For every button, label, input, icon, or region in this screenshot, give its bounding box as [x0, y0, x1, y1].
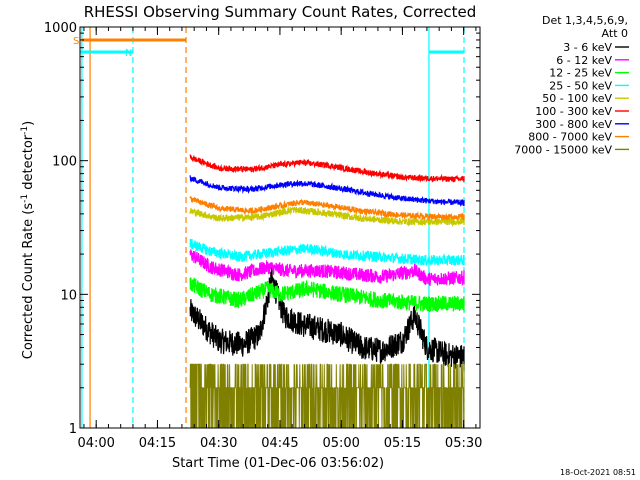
y-axis-label-main: Corrected Count Rate (s: [21, 203, 36, 360]
legend-label: 12 - 25 keV: [549, 67, 612, 80]
y-axis-label-mid: detector: [21, 134, 36, 194]
x-tick-label: 05:15: [384, 436, 421, 451]
x-tick-label: 05:30: [445, 436, 482, 451]
y-tick-label: 10: [60, 288, 77, 303]
x-tick-label: 05:00: [322, 436, 359, 451]
x-tick-label: 04:30: [200, 436, 237, 451]
chart-title: RHESSI Observing Summary Count Rates, Co…: [84, 3, 477, 21]
legend-label: 50 - 100 keV: [542, 92, 612, 105]
x-axis: 04:00 04:15 04:30 04:45 05:00 05:15 05:30: [77, 27, 482, 451]
x-tick-label: 04:45: [261, 436, 298, 451]
y-tick-label: 1000: [44, 21, 77, 36]
series-line: [189, 196, 465, 222]
series-line: [189, 249, 465, 287]
series-layer: [189, 154, 465, 429]
flag-label: S: [73, 36, 79, 47]
legend-header-1: Det 1,3,4,5,6,9,: [542, 14, 628, 27]
series-line: [189, 238, 465, 267]
legend-label: 25 - 50 keV: [549, 79, 612, 92]
legend-label: 100 - 300 keV: [535, 105, 612, 118]
y-tick-label: 1: [69, 422, 77, 437]
x-axis-label: Start Time (01-Dec-06 03:56:02): [172, 456, 384, 471]
y-axis: 1 10 100 1000: [44, 21, 480, 437]
legend-label: 6 - 12 keV: [556, 54, 612, 67]
legend-label: 800 - 7000 keV: [528, 131, 612, 144]
series-line: [189, 267, 465, 371]
x-tick-label: 04:15: [139, 436, 176, 451]
series-line: [189, 363, 465, 429]
series-line: [189, 277, 465, 313]
legend-header-2: Att 0: [602, 27, 628, 40]
y-axis-label-end: ): [21, 121, 36, 126]
flags-layer: SN: [73, 36, 464, 59]
flag-label: N: [125, 48, 132, 59]
legend-label: 3 - 6 keV: [563, 41, 612, 54]
series-line: [189, 175, 465, 207]
legend-label: 300 - 800 keV: [535, 118, 612, 131]
series-line: [189, 206, 465, 228]
y-axis-label: Corrected Count Rate (s-1 detector-1): [20, 121, 36, 359]
y-axis-label-sup2: -1: [20, 126, 30, 135]
y-tick-label: 100: [52, 155, 77, 170]
series-line: [189, 154, 465, 183]
timestamp: 18-Oct-2021 08:51: [560, 468, 636, 477]
x-tick-label: 04:00: [77, 436, 114, 451]
legend-label: 7000 - 15000 keV: [514, 143, 612, 156]
y-axis-label-sup1: -1: [20, 194, 30, 203]
